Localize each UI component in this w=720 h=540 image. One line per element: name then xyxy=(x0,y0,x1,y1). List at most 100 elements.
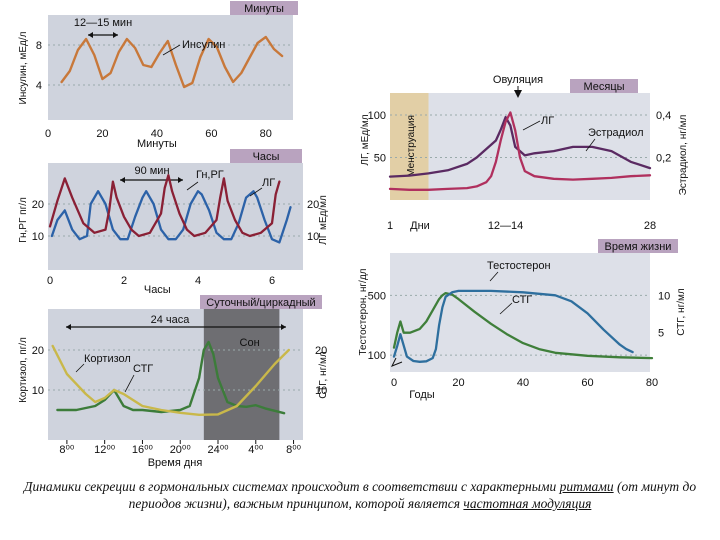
hours-x-tick-0: 0 xyxy=(47,275,53,287)
menstruation-shade xyxy=(390,93,429,200)
insulin-leader xyxy=(162,44,181,56)
stg-day-series-label: СТГ xyxy=(133,363,153,375)
insulin-series-label: Инсулин xyxy=(182,39,225,51)
hours-x-tick-6: 6 xyxy=(269,275,275,287)
circadian-x-tick-1: 12⁰⁰ xyxy=(94,444,116,456)
ovulation-arrow xyxy=(514,90,522,98)
circadian-y-right-tick-10: 10 xyxy=(315,385,327,397)
hours-y-right-tick-10: 10 xyxy=(307,231,319,243)
minutes-x-tick-80: 80 xyxy=(260,128,272,140)
circadian-x-tick-5: 4⁰⁰ xyxy=(248,444,264,456)
testosterone-line xyxy=(392,289,634,363)
menstruation-label: Менструация xyxy=(406,115,417,177)
months-x-tick-1: 12—14 xyxy=(488,220,523,232)
months-tag-bg xyxy=(570,79,638,93)
ovulation-label: Овуляция xyxy=(493,74,543,86)
minutes-x-label: Минуты xyxy=(137,138,177,150)
caption-word-rhythms: ритмами xyxy=(559,479,614,494)
cortisol-leader xyxy=(75,363,85,373)
hours-x-label: Часы xyxy=(144,284,171,296)
caption-word-frequency: частотная модуляция xyxy=(463,496,592,511)
lifetime-x-tick-40: 40 xyxy=(517,377,529,389)
minutes-arrow-head-right xyxy=(113,32,118,38)
circadian-x-tick-2: 16⁰⁰ xyxy=(132,444,154,456)
circadian-x-tick-6: 8⁰⁰ xyxy=(286,444,302,456)
months-y-left-tick-100: 100 xyxy=(368,110,386,122)
lh-hours-line xyxy=(50,190,292,244)
lh-hours-leader xyxy=(249,187,263,197)
hours-annotation: 90 мин xyxy=(134,165,169,177)
lifetime-x-label: Годы xyxy=(409,389,435,401)
caption-text-1: Динамики секреции в гормональных система… xyxy=(23,479,560,494)
circadian-x-tick-3: 20⁰⁰ xyxy=(170,444,192,456)
circadian-x-tick-4: 24⁰⁰ xyxy=(207,444,229,456)
circadian-tag: Суточный/циркадный xyxy=(206,297,315,309)
months-y-left-tick-50: 50 xyxy=(374,153,386,165)
minutes-x-tick-60: 60 xyxy=(205,128,217,140)
hours-panel xyxy=(48,163,303,270)
months-y-right-tick-0,4: 0,4 xyxy=(656,110,671,122)
circadian-y-left-tick-10: 10 xyxy=(32,385,44,397)
minutes-x-tick-20: 20 xyxy=(96,128,108,140)
hours-y-left-tick-10: 10 xyxy=(32,231,44,243)
day-arrow-head-left xyxy=(66,324,71,330)
circadian-y-right-tick-20: 20 xyxy=(315,345,327,357)
stg-life-series-label: СТГ xyxy=(512,294,532,306)
circadian-x-tick-0: 8⁰⁰ xyxy=(59,444,75,456)
circadian-y-left-label: Кортизол, пг/л xyxy=(18,337,29,403)
caption-text-2: (от минут до периодов жизни), важным при… xyxy=(128,479,697,511)
minutes-arrow-head-left xyxy=(88,32,93,38)
circadian-y-left-tick-20: 20 xyxy=(32,345,44,357)
minutes-x-tick-0: 0 xyxy=(45,128,51,140)
hours-tag: Часы xyxy=(253,151,280,163)
day-arrow-head-right xyxy=(281,324,286,330)
lifetime-y-left-label: Тестостерон, нг/дл xyxy=(358,268,369,355)
cortisol-line xyxy=(51,344,290,416)
circadian-x-label: Время дня xyxy=(148,457,203,469)
minutes-x-tick-40: 40 xyxy=(151,128,163,140)
lifetime-tag-bg xyxy=(598,239,678,253)
hours-y-left-label: Гн,РГ пг/л xyxy=(18,197,29,243)
lh-month-line xyxy=(388,111,652,191)
hours-x-tick-4: 4 xyxy=(195,275,201,287)
months-x-tick-0: 1 xyxy=(387,220,393,232)
hours-tag-bg xyxy=(230,149,302,163)
months-y-right-tick-0,2: 0,2 xyxy=(656,153,671,165)
estradiol-series-label: Эстрадиол xyxy=(588,127,644,139)
day-annotation: 24 часа xyxy=(151,314,191,326)
insulin-line xyxy=(60,35,284,89)
stg-day-leader xyxy=(124,374,135,393)
testosterone-leader xyxy=(489,271,499,282)
testosterone-series-label: Тестостерон xyxy=(487,260,551,272)
lifetime-y-left-tick-100: 100 xyxy=(368,350,386,362)
cortisol-series-label: Кортизол xyxy=(84,353,131,365)
caption: Динамики секреции в гормональных система… xyxy=(6,478,714,512)
minutes-y-label: Инсулин, мЕд/л xyxy=(18,31,29,104)
lh-month-leader xyxy=(522,120,541,131)
sleep-label: Сон xyxy=(240,337,260,349)
lh-month-series-label: ЛГ xyxy=(541,115,554,127)
minutes-tag: Минуты xyxy=(244,3,284,15)
months-tag: Месяцы xyxy=(583,81,624,93)
lh-hours-series-label: ЛГ xyxy=(262,177,275,189)
lifetime-y-right-tick-5: 5 xyxy=(658,328,664,340)
circadian-tag-bg xyxy=(200,295,322,309)
lifetime-y-right-tick-10: 10 xyxy=(658,290,670,302)
minutes-y-tick-4: 4 xyxy=(36,80,42,92)
months-panel xyxy=(390,93,650,200)
circadian-y-right-label: СТГ, нг/мл xyxy=(318,351,329,399)
lifetime-panel xyxy=(390,253,650,372)
gnrh-series-label: Гн,РГ xyxy=(196,169,224,181)
months-y-right-label: Эстрадиол, нг/мл xyxy=(678,114,689,195)
lifetime-tag: Время жизни xyxy=(605,241,672,253)
minutes-tag-bg xyxy=(230,1,298,15)
estradiol-leader xyxy=(585,138,596,152)
months-x-tick-2: 28 xyxy=(644,220,656,232)
stg-life-leader xyxy=(499,302,513,315)
lifetime-y-left-tick-500: 500 xyxy=(368,290,386,302)
hours-arrow-head-right xyxy=(178,177,183,183)
sleep-shade xyxy=(203,309,280,440)
minutes-panel xyxy=(48,15,293,120)
hours-x-tick-2: 2 xyxy=(121,275,127,287)
